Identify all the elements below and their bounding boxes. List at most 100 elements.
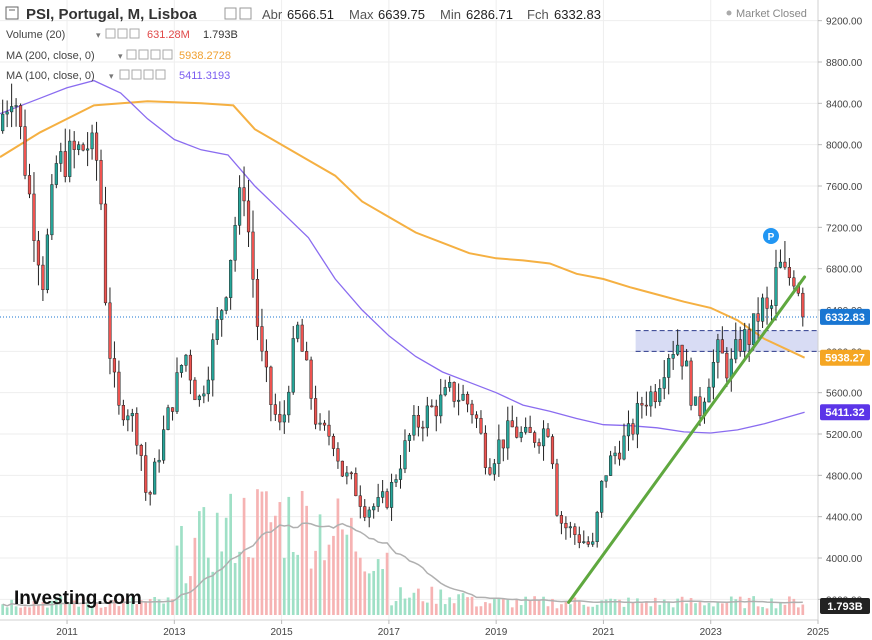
volume-bar: [256, 489, 259, 615]
volume-bar: [198, 511, 201, 615]
candle-body: [282, 414, 286, 423]
candle-body: [372, 506, 376, 511]
indicator-volume[interactable]: Volume (20) ▾ 631.28M 1.793B: [6, 28, 238, 41]
volume-bar: [604, 599, 608, 615]
candle-body: [684, 360, 689, 367]
candle-body: [264, 350, 268, 368]
dropdown-chevron-icon[interactable]: ▾: [118, 51, 123, 61]
x-tick-label: 2011: [56, 627, 78, 638]
candle-body: [582, 541, 586, 543]
svg-text:5938.2728: 5938.2728: [179, 50, 231, 62]
volume-bar: [157, 599, 161, 615]
volume-bar: [50, 600, 54, 615]
indicator-controls-icon[interactable]: [126, 49, 173, 60]
candle-body: [457, 399, 461, 402]
volume-bar: [291, 552, 295, 615]
candle-body: [202, 393, 206, 397]
candle-body: [492, 463, 496, 475]
volume-bar: [211, 571, 215, 615]
candle-body: [287, 391, 291, 416]
volume-bar: [108, 600, 112, 615]
volume-bar: [233, 563, 237, 615]
volume-bar: [434, 603, 438, 615]
volume-bars: [1, 489, 805, 615]
candle-body: [801, 292, 805, 318]
volume-bar: [300, 490, 304, 615]
candle-body: [533, 432, 537, 443]
volume-bar: [206, 557, 210, 615]
candle-body: [716, 339, 720, 363]
candle-body: [760, 297, 765, 322]
volume-bar: [761, 607, 764, 615]
candle-body: [680, 344, 684, 367]
candle-body: [206, 379, 210, 395]
dropdown-chevron-icon[interactable]: ▾: [96, 30, 101, 40]
volume-bar: [305, 505, 308, 615]
candle-body: [23, 126, 27, 176]
collapse-icon[interactable]: [5, 6, 19, 20]
volume-bar: [54, 597, 58, 615]
candle-body: [470, 403, 474, 416]
volume-bar: [707, 602, 711, 615]
candle-body: [322, 422, 327, 426]
candle-body: [439, 394, 443, 417]
indicator-ma100[interactable]: MA (100, close, 0) ▾ 5411.3193: [6, 69, 230, 82]
indicator-controls-icon[interactable]: [119, 69, 166, 80]
volume-bar: [332, 535, 335, 615]
volume-bar: [546, 606, 550, 615]
volume-bar: [783, 604, 787, 615]
candle-body: [640, 403, 644, 406]
volume-bar: [95, 602, 98, 615]
candle-body: [381, 491, 385, 498]
volume-bar: [640, 603, 644, 615]
volume-bar: [68, 602, 72, 615]
header-settings-icon[interactable]: [224, 7, 252, 20]
y-tick-label: 7600.00: [826, 182, 863, 193]
candle-body: [260, 326, 264, 352]
candle-body: [407, 434, 412, 441]
volume-bar: [113, 600, 116, 615]
investing-logo: Investing.com: [14, 588, 142, 609]
volume-bar: [667, 601, 671, 615]
volume-bar: [551, 598, 554, 615]
candle-body: [689, 360, 693, 406]
market-status: Market Closed: [736, 8, 807, 20]
candle-body: [653, 391, 657, 403]
trendline[interactable]: [567, 275, 807, 604]
indicator-ma200[interactable]: MA (200, close, 0) ▾ 5938.2728: [6, 49, 231, 62]
volume-bar: [139, 600, 143, 615]
volume-bar: [779, 602, 782, 615]
dropdown-chevron-icon[interactable]: ▾: [109, 71, 114, 81]
volume-bar: [14, 606, 18, 615]
volume-bar: [457, 594, 460, 615]
candle-body: [448, 382, 452, 388]
volume-bar: [747, 597, 751, 615]
volume-bar: [59, 596, 63, 615]
volume-bar: [86, 601, 89, 615]
candle-body: [769, 305, 774, 309]
candle-body: [765, 297, 769, 309]
candle-body: [385, 491, 389, 508]
y-tick-label: 5600.00: [826, 389, 863, 400]
candle-body: [416, 415, 420, 428]
candle-body: [68, 140, 72, 177]
volume-bar: [792, 598, 796, 615]
candle-body: [506, 420, 510, 449]
volume-bar: [81, 596, 85, 615]
candle-body: [162, 429, 166, 461]
indicator-controls-icon[interactable]: [105, 28, 140, 39]
volume-bar: [591, 606, 595, 615]
volume-bar: [712, 606, 715, 615]
volume-badge: 1.793B: [820, 598, 870, 614]
candle-body: [229, 259, 233, 298]
y-tick-label: 9200.00: [826, 17, 863, 28]
candle-body: [318, 422, 322, 425]
volume-bar: [202, 507, 206, 615]
time-axis[interactable]: [0, 620, 872, 640]
candle-body: [81, 144, 85, 151]
candle-body: [488, 467, 492, 475]
candle-body: [269, 366, 273, 405]
high-label: Max: [349, 7, 374, 22]
peak-marker[interactable]: P: [763, 228, 779, 244]
